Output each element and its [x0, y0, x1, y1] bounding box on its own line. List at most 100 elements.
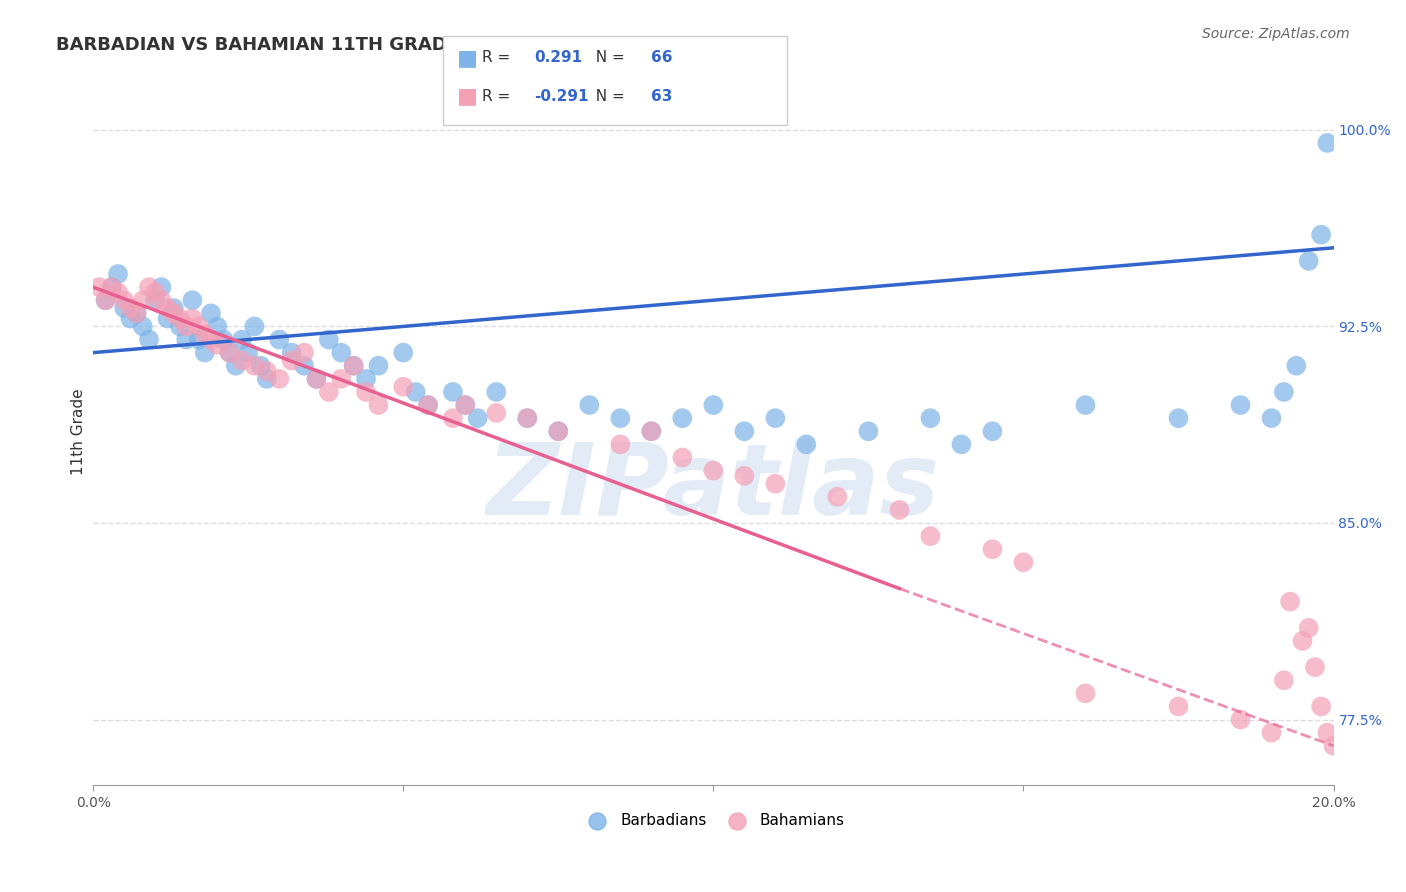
Point: [1167, 411, 1189, 425]
Text: N =: N =: [586, 89, 630, 103]
Y-axis label: 11th Grade: 11th Grade: [72, 388, 86, 475]
Text: 63: 63: [651, 89, 672, 103]
Point: [1260, 725, 1282, 739]
Point: [1298, 621, 1320, 635]
Point: [94, 293, 117, 308]
Point: [169, 319, 191, 334]
Text: -0.291: -0.291: [534, 89, 589, 103]
Point: [243, 359, 266, 373]
Point: [125, 306, 148, 320]
Point: [256, 364, 278, 378]
Point: [1298, 253, 1320, 268]
Point: [181, 293, 204, 308]
Point: [156, 301, 179, 315]
Point: [150, 293, 173, 308]
Point: [1310, 699, 1333, 714]
Point: [112, 293, 135, 308]
Point: [343, 359, 366, 373]
Point: [1074, 686, 1097, 700]
Point: [547, 424, 569, 438]
Point: [200, 333, 222, 347]
Point: [485, 384, 508, 399]
Point: [305, 372, 328, 386]
Point: [1285, 359, 1308, 373]
Point: [174, 333, 197, 347]
Text: 66: 66: [651, 51, 672, 65]
Point: [416, 398, 439, 412]
Point: [280, 345, 302, 359]
Point: [454, 398, 477, 412]
Point: [107, 267, 129, 281]
Point: [920, 529, 942, 543]
Point: [640, 424, 662, 438]
Point: [292, 359, 315, 373]
Point: [143, 293, 166, 308]
Point: [733, 424, 755, 438]
Text: ■: ■: [457, 48, 478, 68]
Point: [671, 411, 693, 425]
Point: [1291, 634, 1313, 648]
Point: [231, 333, 253, 347]
Point: [354, 372, 377, 386]
Point: [516, 411, 538, 425]
Point: [187, 319, 209, 334]
Point: [1316, 136, 1339, 150]
Point: [305, 372, 328, 386]
Point: [671, 450, 693, 465]
Point: [827, 490, 849, 504]
Point: [163, 306, 186, 320]
Point: [1272, 384, 1295, 399]
Point: [156, 311, 179, 326]
Point: [249, 359, 271, 373]
Point: [1316, 725, 1339, 739]
Point: [981, 542, 1004, 557]
Point: [485, 406, 508, 420]
Point: [889, 503, 911, 517]
Point: [101, 280, 124, 294]
Point: [763, 411, 786, 425]
Point: [454, 398, 477, 412]
Point: [318, 333, 340, 347]
Text: Source: ZipAtlas.com: Source: ZipAtlas.com: [1202, 27, 1350, 41]
Point: [1167, 699, 1189, 714]
Point: [950, 437, 973, 451]
Text: 0.291: 0.291: [534, 51, 582, 65]
Point: [292, 345, 315, 359]
Point: [702, 464, 724, 478]
Point: [101, 280, 124, 294]
Point: [169, 311, 191, 326]
Point: [218, 345, 240, 359]
Point: [194, 345, 217, 359]
Point: [1074, 398, 1097, 412]
Point: [1279, 594, 1302, 608]
Point: [1322, 739, 1344, 753]
Point: [367, 359, 389, 373]
Point: [330, 345, 353, 359]
Point: [609, 411, 631, 425]
Text: ZIPatlas: ZIPatlas: [486, 440, 941, 536]
Point: [1012, 555, 1035, 569]
Point: [441, 384, 464, 399]
Point: [343, 359, 366, 373]
Point: [416, 398, 439, 412]
Point: [138, 280, 160, 294]
Point: [94, 293, 117, 308]
Point: [467, 411, 489, 425]
Point: [205, 338, 228, 352]
Point: [1303, 660, 1326, 674]
Point: [354, 384, 377, 399]
Point: [132, 319, 155, 334]
Point: [318, 384, 340, 399]
Point: [150, 280, 173, 294]
Point: [112, 301, 135, 315]
Point: [392, 345, 415, 359]
Legend: Barbadians, Bahamians: Barbadians, Bahamians: [575, 807, 851, 834]
Point: [205, 319, 228, 334]
Point: [231, 353, 253, 368]
Point: [269, 333, 291, 347]
Point: [920, 411, 942, 425]
Point: [702, 398, 724, 412]
Point: [1310, 227, 1333, 242]
Text: N =: N =: [586, 51, 630, 65]
Point: [1229, 713, 1251, 727]
